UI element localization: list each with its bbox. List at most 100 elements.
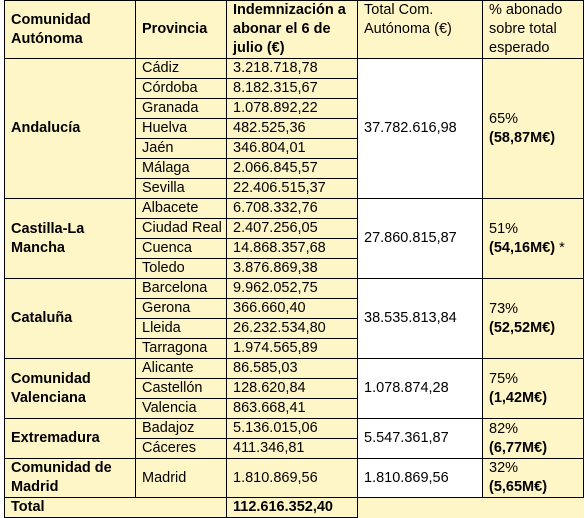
importe-cell: 9.962.052,75 xyxy=(226,278,358,299)
importe-cell: 3.876.869,38 xyxy=(226,258,358,279)
importe-cell: 5.136.015,06 xyxy=(226,418,358,439)
provincia-cell: Cuenca xyxy=(135,238,227,259)
table-body: Andalucía Cádiz 3.218.718,78 37.782.616,98 6… xyxy=(4,58,584,518)
porcentaje-cell: 82% (6,77M€) xyxy=(482,418,584,459)
provincia-cell: Valencia xyxy=(135,398,227,419)
header-row: Comunidad Autónoma Provincia Indemnizaci… xyxy=(4,0,584,59)
provincia-cell: Cádiz xyxy=(135,58,227,79)
header-total-com: Total Com. Autónoma (€) xyxy=(357,0,483,59)
provincia-cell: Lleida xyxy=(135,318,227,339)
importe-cell: 863.668,41 xyxy=(226,398,358,419)
porcentaje-cell: 65% (58,87M€) xyxy=(482,58,584,199)
provincia-cell: Granada xyxy=(135,98,227,119)
importe-cell: 26.232.534,80 xyxy=(226,318,358,339)
importe-cell: 482.525,36 xyxy=(226,118,358,139)
porcentaje-amount: (58,87M€) xyxy=(489,129,556,146)
table-row: Toledo 3.876.869,38 xyxy=(5,258,584,279)
importe-cell: 2.407.256,05 xyxy=(226,218,358,239)
table-row: Gerona 366.660,40 xyxy=(5,298,584,319)
total-importe: 112.616.352,40 xyxy=(226,497,358,518)
importe-cell: 1.974.565,89 xyxy=(226,338,358,359)
total-com-cell: 1.078.874,28 xyxy=(357,358,483,419)
total-label: Total xyxy=(4,497,227,518)
table-row: Cuenca 14.868.357,68 xyxy=(5,238,584,259)
comunidad-cell: Andalucía xyxy=(4,58,136,199)
importe-cell: 14.868.357,68 xyxy=(226,238,358,259)
provincia-cell: Jaén xyxy=(135,138,227,159)
header-comunidad: Comunidad Autónoma xyxy=(4,0,136,59)
table-row: Tarragona 1.974.565,89 xyxy=(5,338,584,359)
table-row: Sevilla 22.406.515,37 xyxy=(5,178,584,199)
provincia-cell: Sevilla xyxy=(135,178,227,199)
importe-cell: 346.804,01 xyxy=(226,138,358,159)
porcentaje-cell: 32% (5,65M€) xyxy=(482,458,584,498)
comunidad-cell: Comunidad Valenciana xyxy=(4,358,136,419)
table-row: Valencia 863.668,41 xyxy=(5,398,584,419)
importe-cell: 3.218.718,78 xyxy=(226,58,358,79)
porcentaje-amount: (6,77M€) xyxy=(489,439,548,456)
importe-cell: 8.182.315,67 xyxy=(226,78,358,99)
table-row: Andalucía Cádiz 3.218.718,78 37.782.616,98 6… xyxy=(4,58,584,199)
porcentaje-cell: 73% (52,52M€) xyxy=(482,278,584,359)
table-row: Comunidad Valenciana Alicante 86.585,03 1.0… xyxy=(4,358,584,419)
total-com-cell: 38.535.813,84 xyxy=(357,278,483,359)
importe-cell: 22.406.515,37 xyxy=(226,178,358,199)
comunidad-cell: Extremadura xyxy=(4,418,136,459)
porcentaje-value: 75% xyxy=(489,370,519,387)
provincia-cell: Badajoz xyxy=(135,418,227,439)
total-com-cell: 37.782.616,98 xyxy=(357,58,483,199)
provincia-cell: Málaga xyxy=(135,158,227,179)
table-row: Castellón 128.620,84 xyxy=(5,378,584,399)
total-com-cell: 5.547.361,87 xyxy=(357,418,483,459)
provincia-cell: Albacete xyxy=(135,198,227,219)
porcentaje-value: 32% xyxy=(489,460,519,476)
porcentaje-value: 51% xyxy=(489,220,519,237)
provincia-cell: Tarragona xyxy=(135,338,227,359)
table-row: Castilla-La Mancha Albacete 6.708.332,76 27… xyxy=(4,198,584,279)
indemnization-table: Comunidad Autónoma Provincia Indemnizaci… xyxy=(4,0,584,518)
porcentaje-amount: (5,65M€) xyxy=(489,479,548,495)
comunidad-cell: Comunidad de Madrid xyxy=(4,458,136,498)
porcentaje-amount: (54,16M€) xyxy=(489,239,556,256)
header-indemnizacion: Indemnización a abonar el 6 de julio (€) xyxy=(226,0,358,59)
porcentaje-amount: (1,42M€) xyxy=(489,389,548,406)
provincia-cell: Córdoba xyxy=(135,78,227,99)
total-com-cell: 1.810.869,56 xyxy=(357,458,483,498)
porcentaje-value: 73% xyxy=(489,300,519,317)
table-row: Ciudad Real 2.407.256,05 xyxy=(5,218,584,239)
importe-cell: 128.620,84 xyxy=(226,378,358,399)
table-row: Cataluña Barcelona 9.962.052,75 38.535.813,… xyxy=(4,278,584,359)
table-row: Granada 1.078.892,22 xyxy=(5,98,584,119)
porcentaje-cell: 51% (54,16M€) * xyxy=(482,198,584,279)
importe-cell: 6.708.332,76 xyxy=(226,198,358,219)
provincia-cell: Madrid xyxy=(135,458,227,498)
provincia-cell: Gerona xyxy=(135,298,227,319)
table-row: Comunidad de Madrid Madrid 1.810.869,56 1.8… xyxy=(4,458,584,498)
comunidad-cell: Castilla-La Mancha xyxy=(4,198,136,279)
porcentaje-amount: (52,52M€) xyxy=(489,319,556,336)
provincia-cell: Castellón xyxy=(135,378,227,399)
table-row: Huelva 482.525,36 xyxy=(5,118,584,139)
porcentaje-value: 82% xyxy=(489,420,519,437)
table-row: Málaga 2.066.845,57 xyxy=(5,158,584,179)
importe-cell: 411.346,81 xyxy=(226,438,358,459)
table-row: Extremadura Badajoz 5.136.015,06 5.547.361,… xyxy=(4,418,584,459)
provincia-cell: Huelva xyxy=(135,118,227,139)
importe-cell: 86.585,03 xyxy=(226,358,358,379)
header-provincia: Provincia xyxy=(135,0,227,59)
importe-cell: 366.660,40 xyxy=(226,298,358,319)
provincia-cell: Toledo xyxy=(135,258,227,279)
porcentaje-value: 65% xyxy=(489,110,519,127)
provincia-cell: Cáceres xyxy=(135,438,227,459)
importe-cell: 1.078.892,22 xyxy=(226,98,358,119)
total-com-cell: 27.860.815,87 xyxy=(357,198,483,279)
porcentaje-cell: 75% (1,42M€) xyxy=(482,358,584,419)
comunidad-cell: Cataluña xyxy=(4,278,136,359)
provincia-cell: Alicante xyxy=(135,358,227,379)
provincia-cell: Barcelona xyxy=(135,278,227,299)
importe-cell: 2.066.845,57 xyxy=(226,158,358,179)
empty-cell xyxy=(357,497,584,518)
provincia-cell: Ciudad Real xyxy=(135,218,227,239)
table-row: Cáceres 411.346,81 xyxy=(5,438,584,459)
table-row: Córdoba 8.182.315,67 xyxy=(5,78,584,99)
